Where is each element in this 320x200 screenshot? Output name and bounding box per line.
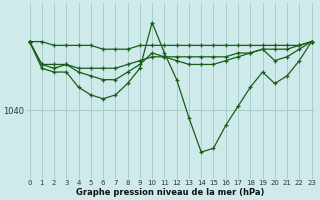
X-axis label: Graphe pression niveau de la mer (hPa): Graphe pression niveau de la mer (hPa) — [76, 188, 265, 197]
